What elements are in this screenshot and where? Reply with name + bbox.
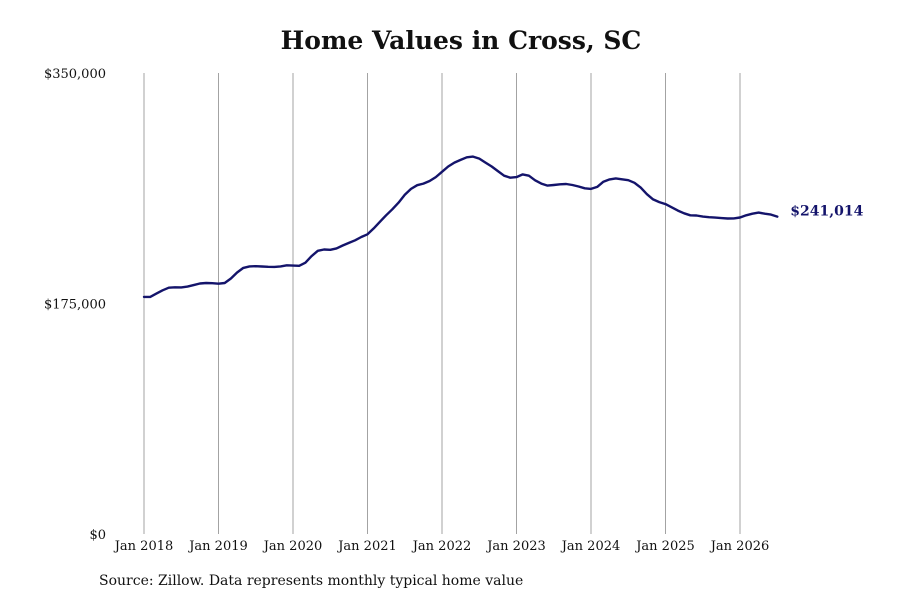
y-tick-label: $0 [89,528,106,543]
x-tick-label: Jan 2019 [187,539,248,554]
x-tick-label: Jan 2018 [113,539,174,554]
y-tick-label: $175,000 [44,298,106,313]
y-tick-label: $350,000 [44,67,106,82]
x-tick-label: Jan 2021 [336,539,397,554]
end-value-label: $241,014 [790,204,863,220]
chart-title: Home Values in Cross, SC [280,26,642,55]
vertical-grid [143,73,741,534]
x-tick-label: Jan 2022 [411,539,472,554]
home-value-line [142,155,779,299]
source-note: Source: Zillow. Data represents monthly … [99,573,524,589]
x-tick-label: Jan 2020 [262,539,323,554]
x-tick-label: Jan 2024 [560,539,621,554]
x-tick-label: Jan 2026 [709,539,770,554]
end-label-layer: $241,014 [790,204,863,220]
x-tick-label: Jan 2025 [634,539,695,554]
series-layer [142,155,779,299]
x-axis-ticks: Jan 2018 Jan 2019 Jan 2020 Jan 2021 Jan 2022… [113,539,770,554]
x-tick-label: Jan 2023 [485,539,546,554]
y-axis-ticks: $0 $175,000 $350,000 [44,67,106,543]
